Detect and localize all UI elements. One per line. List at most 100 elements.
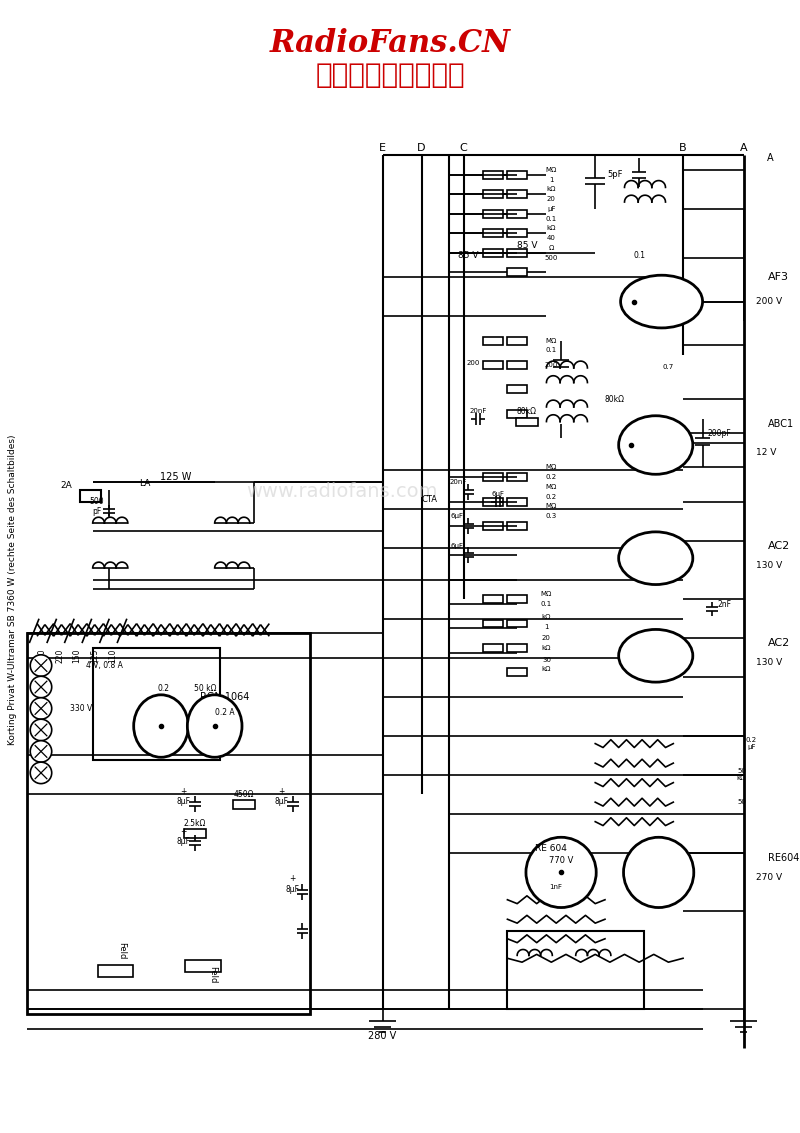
Bar: [507, 522, 527, 530]
Circle shape: [30, 698, 52, 719]
Ellipse shape: [618, 416, 693, 475]
Text: kΩ: kΩ: [546, 225, 556, 231]
Bar: [507, 269, 527, 276]
Text: RGN 1064: RGN 1064: [200, 692, 249, 701]
Bar: [483, 190, 502, 198]
Text: 50: 50: [737, 799, 746, 806]
Bar: [507, 620, 527, 628]
Bar: [483, 620, 502, 628]
Text: 5pF: 5pF: [607, 170, 622, 179]
Bar: [507, 668, 527, 676]
Text: 6μF: 6μF: [450, 543, 463, 548]
Bar: [507, 385, 527, 393]
Text: kΩ: kΩ: [542, 666, 551, 673]
Circle shape: [30, 719, 52, 741]
Text: 150: 150: [73, 648, 82, 663]
Text: kΩ: kΩ: [546, 186, 556, 193]
Text: 2A: 2A: [61, 482, 72, 491]
Text: 0.3: 0.3: [546, 513, 557, 519]
Text: 2.5kΩ: 2.5kΩ: [184, 819, 206, 828]
Text: 200pF: 200pF: [707, 428, 731, 437]
Text: MΩ: MΩ: [546, 465, 557, 470]
Text: 125: 125: [90, 648, 99, 663]
Bar: [483, 497, 502, 505]
Text: 770 V: 770 V: [549, 857, 574, 866]
Bar: [27, 633, 310, 1014]
Text: 200 V: 200 V: [756, 297, 782, 306]
Bar: [483, 361, 502, 369]
Text: 20nF: 20nF: [470, 408, 487, 414]
Text: 200: 200: [545, 363, 558, 368]
Bar: [93, 648, 219, 760]
Bar: [483, 210, 502, 218]
Text: 12 V: 12 V: [756, 449, 777, 458]
Bar: [483, 474, 502, 482]
Text: 500
pF: 500 pF: [90, 496, 104, 517]
Text: CTA: CTA: [422, 495, 438, 504]
Text: 20nF: 20nF: [450, 479, 467, 485]
Ellipse shape: [621, 275, 702, 327]
Text: MΩ: MΩ: [546, 167, 557, 173]
Circle shape: [30, 763, 52, 784]
Text: 270 V: 270 V: [756, 872, 782, 881]
Text: 85 V: 85 V: [517, 241, 537, 250]
Bar: [507, 249, 527, 257]
Text: 80kΩ: 80kΩ: [605, 394, 625, 403]
Text: www.radiofans.com: www.radiofans.com: [246, 483, 438, 501]
Text: B: B: [679, 144, 687, 153]
Text: MΩ: MΩ: [546, 503, 557, 510]
Text: +
8μF: + 8μF: [177, 786, 190, 806]
Text: +
8μF: + 8μF: [274, 786, 288, 806]
Text: AC2: AC2: [768, 638, 790, 648]
Text: kΩ: kΩ: [542, 614, 551, 620]
Text: Ω: Ω: [549, 245, 554, 250]
Text: A: A: [740, 144, 747, 153]
Text: 0.1: 0.1: [546, 348, 557, 353]
Text: Feld: Feld: [118, 942, 126, 960]
Bar: [507, 497, 527, 505]
Text: MΩ: MΩ: [546, 484, 557, 489]
Text: 130 V: 130 V: [756, 561, 782, 570]
Text: RE604: RE604: [768, 853, 799, 862]
Text: 20: 20: [547, 196, 556, 202]
Bar: [507, 361, 527, 369]
Text: 6μF: 6μF: [491, 491, 504, 496]
Bar: [98, 965, 133, 977]
Bar: [507, 644, 527, 651]
Text: 0.1: 0.1: [546, 215, 557, 222]
Text: 130 V: 130 V: [756, 658, 782, 667]
Text: 30: 30: [542, 657, 551, 663]
Text: A: A: [767, 153, 774, 163]
Text: RadioFans.CN: RadioFans.CN: [270, 28, 511, 59]
Text: Feld: Feld: [208, 966, 218, 983]
Ellipse shape: [526, 837, 596, 908]
Text: C: C: [460, 144, 467, 153]
Text: 50 kΩ: 50 kΩ: [194, 684, 216, 693]
Bar: [507, 337, 527, 344]
Text: E: E: [379, 144, 386, 153]
Text: 1: 1: [544, 623, 549, 630]
Text: 110: 110: [108, 648, 117, 663]
Text: +
8μF: + 8μF: [286, 875, 300, 894]
Text: 0.1: 0.1: [633, 252, 645, 261]
Text: 6μF: 6μF: [450, 513, 463, 519]
Bar: [507, 595, 527, 603]
Text: +
8μF: + 8μF: [177, 827, 190, 846]
Text: 20: 20: [542, 636, 551, 641]
Ellipse shape: [187, 695, 242, 757]
Bar: [483, 595, 502, 603]
Bar: [507, 229, 527, 237]
Text: 500: 500: [545, 255, 558, 261]
Bar: [483, 644, 502, 651]
Bar: [483, 522, 502, 530]
Bar: [507, 410, 527, 418]
Text: 280 V: 280 V: [368, 1031, 397, 1041]
Text: 0.2: 0.2: [546, 475, 557, 480]
Text: 1: 1: [549, 177, 554, 182]
Bar: [516, 418, 538, 426]
Text: 1nF: 1nF: [550, 884, 562, 891]
Text: AC2: AC2: [768, 540, 790, 551]
Text: kΩ: kΩ: [542, 645, 551, 651]
Ellipse shape: [134, 695, 188, 757]
Bar: [483, 249, 502, 257]
